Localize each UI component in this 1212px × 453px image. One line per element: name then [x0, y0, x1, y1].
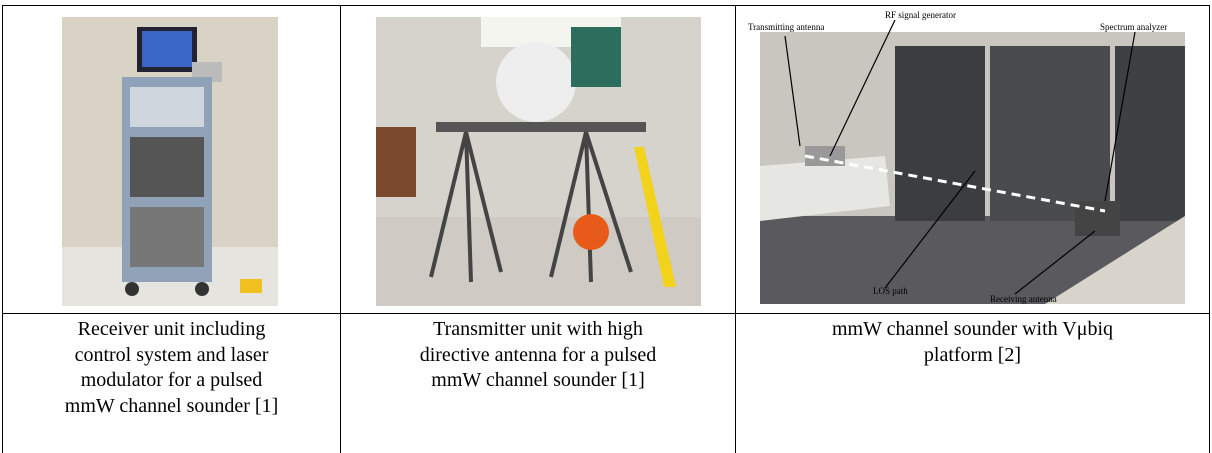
image-label: LOS path [873, 286, 908, 296]
caption-line: mmW channel sounder with Vμbiq [831, 318, 1114, 340]
caption: Transmitter unit with high directive ant… [341, 317, 735, 394]
photo-receiver [62, 17, 278, 306]
caption: mmW channel sounder with Vμbiq platform … [736, 317, 1209, 368]
caption-line: Transmitter unit with high [433, 318, 643, 340]
caption-line: mmW channel sounder [1] [431, 369, 645, 391]
image-label: Transmitting antenna [748, 22, 824, 32]
border-right [1209, 5, 1210, 453]
border-col [340, 5, 341, 453]
border-left [2, 5, 3, 453]
border-row [2, 313, 1210, 314]
photo-sounder-platform: Transmitting antenna RF signal generator… [748, 10, 1185, 304]
image-label: RF signal generator [885, 10, 956, 20]
image-label: Spectrum analyzer [1100, 22, 1167, 32]
caption-line: modulator for a pulsed [80, 369, 263, 391]
border-col [735, 5, 736, 453]
image-label: Receiving antenna [990, 294, 1057, 304]
caption-line: mmW channel sounder [1] [64, 394, 279, 417]
caption: Receiver unit including control system a… [3, 317, 340, 419]
border-top [2, 5, 1210, 6]
caption-line: directive antenna for a pulsed [419, 343, 657, 366]
caption-line: platform [2] [923, 343, 1022, 366]
caption-line: control system and laser [74, 343, 269, 366]
caption-line: Receiver unit including [77, 318, 266, 340]
photo-transmitter [376, 17, 701, 306]
